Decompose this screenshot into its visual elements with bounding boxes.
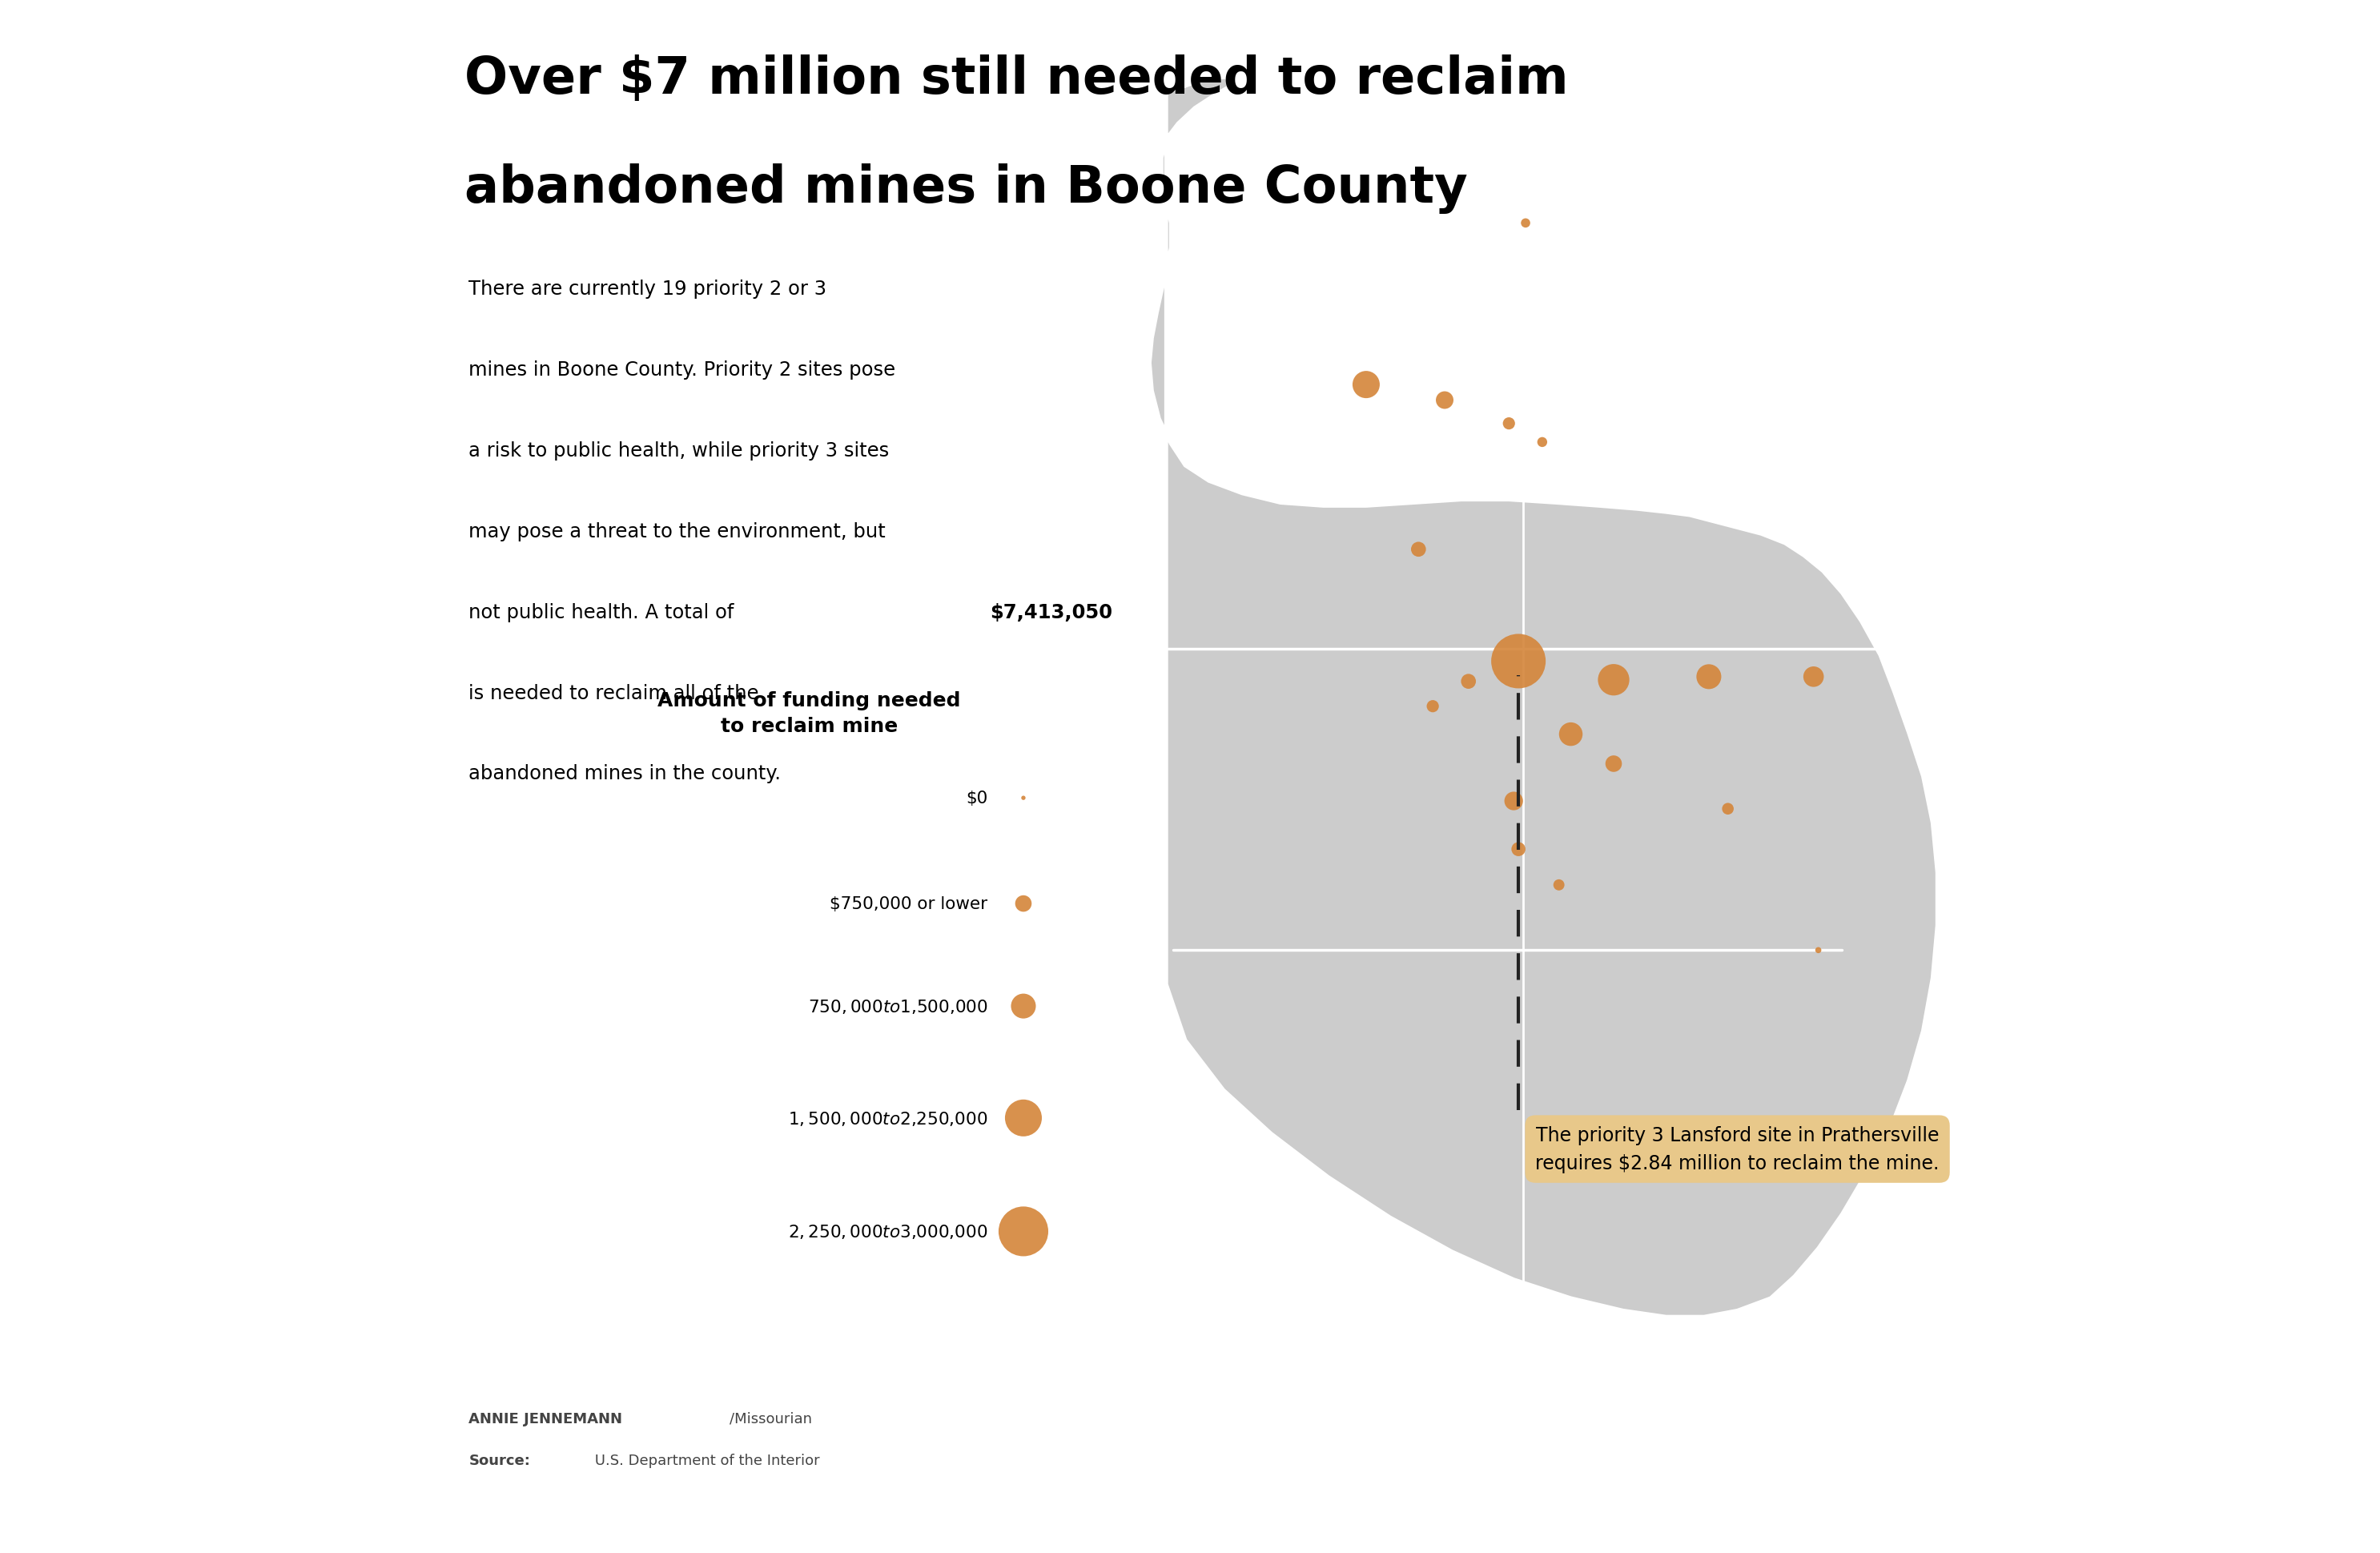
Text: a risk to public health, while priority 3 sites: a risk to public health, while priority … xyxy=(469,441,890,460)
Point xyxy=(1795,665,1833,690)
Text: $1,500,000 to $2,250,000: $1,500,000 to $2,250,000 xyxy=(788,1109,988,1127)
Point xyxy=(1499,837,1537,862)
Text: $0: $0 xyxy=(966,790,988,806)
Point xyxy=(1347,373,1385,398)
Point xyxy=(1495,789,1533,814)
Text: not public health. A total of: not public health. A total of xyxy=(469,603,740,621)
Text: Source:: Source: xyxy=(469,1454,531,1468)
Text: abandoned mines in the county.: abandoned mines in the county. xyxy=(469,764,781,783)
Point xyxy=(1399,537,1438,562)
Point xyxy=(1709,797,1747,822)
Text: abandoned mines in Boone County: abandoned mines in Boone County xyxy=(464,163,1468,213)
Text: The priority 3 Lansford site in Prathersville
requires $2.84 million to reclaim : The priority 3 Lansford site in Prathers… xyxy=(1535,1126,1940,1173)
Point xyxy=(1449,669,1488,694)
Text: There are currently 19 priority 2 or 3: There are currently 19 priority 2 or 3 xyxy=(469,280,826,298)
Point xyxy=(1004,1106,1042,1131)
Text: $750,000 to $1,500,000: $750,000 to $1,500,000 xyxy=(807,997,988,1016)
Point xyxy=(1799,938,1837,963)
Point xyxy=(1414,694,1452,719)
Point xyxy=(1595,752,1633,776)
Text: $7,413,050: $7,413,050 xyxy=(990,603,1111,621)
Point xyxy=(1690,665,1728,690)
Polygon shape xyxy=(1150,78,1937,1317)
Text: ANNIE JENNEMANN: ANNIE JENNEMANN xyxy=(469,1412,624,1426)
Point xyxy=(1540,873,1578,898)
Point xyxy=(1499,649,1537,674)
Point xyxy=(1552,722,1590,747)
Point xyxy=(1426,388,1464,413)
Point xyxy=(1004,1219,1042,1244)
Text: /Missourian: /Missourian xyxy=(728,1412,812,1426)
Point xyxy=(1004,891,1042,916)
Text: Amount of funding needed
to reclaim mine: Amount of funding needed to reclaim mine xyxy=(657,691,962,736)
Point xyxy=(1595,668,1633,693)
Point xyxy=(1004,786,1042,811)
Text: Over $7 million still needed to reclaim: Over $7 million still needed to reclaim xyxy=(464,54,1568,104)
Point xyxy=(1490,412,1528,436)
Text: is needed to reclaim all of the: is needed to reclaim all of the xyxy=(469,683,759,702)
Text: U.S. Department of the Interior: U.S. Department of the Interior xyxy=(590,1454,821,1468)
Text: $750,000 or lower: $750,000 or lower xyxy=(831,896,988,912)
Point xyxy=(1004,994,1042,1019)
Point xyxy=(1523,430,1561,455)
Point xyxy=(1507,211,1545,236)
Text: may pose a threat to the environment, but: may pose a threat to the environment, bu… xyxy=(469,522,885,540)
Text: $2,250,000 to $3,000,000: $2,250,000 to $3,000,000 xyxy=(788,1222,988,1241)
Text: mines in Boone County. Priority 2 sites pose: mines in Boone County. Priority 2 sites … xyxy=(469,360,895,379)
